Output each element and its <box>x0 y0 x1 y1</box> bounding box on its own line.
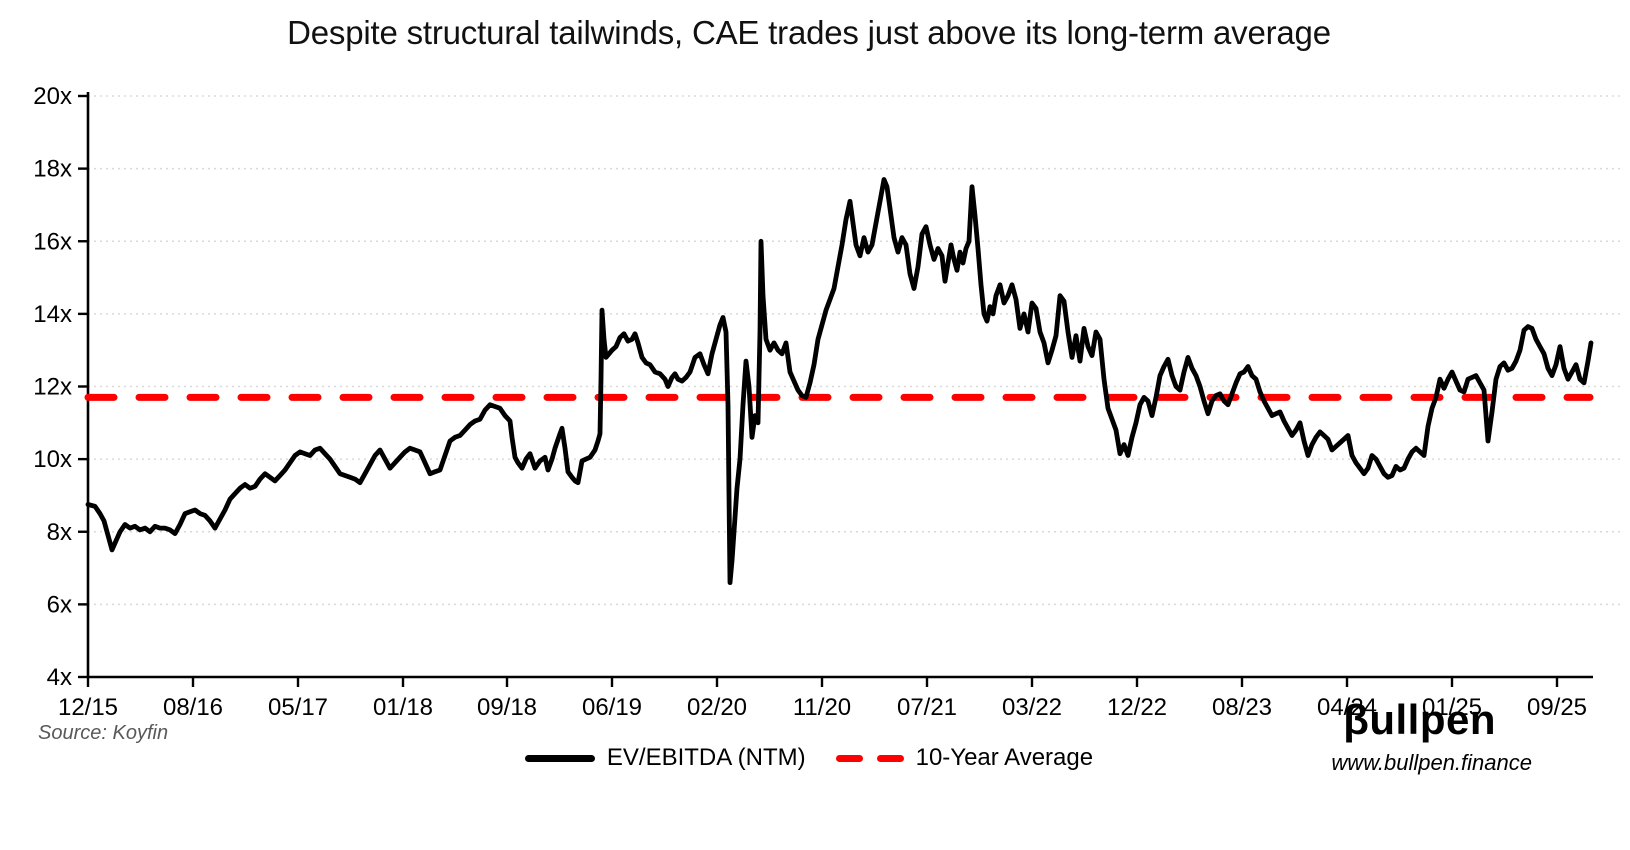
y-axis-label: 16x <box>33 228 72 255</box>
y-axis-label: 14x <box>33 301 72 328</box>
legend-label-average: 10-Year Average <box>915 744 1094 771</box>
x-axis-label: 09/18 <box>477 694 537 721</box>
legend-item-average: 10-Year Average <box>835 744 1094 772</box>
brand-block: βullpen www.bullpen.finance <box>1331 696 1532 776</box>
x-axis-label: 11/20 <box>793 694 851 721</box>
x-axis-label: 08/16 <box>163 694 223 721</box>
x-axis-label: 01/25 <box>1422 694 1482 721</box>
x-axis-label: 07/21 <box>897 694 957 721</box>
x-axis-label: 01/18 <box>373 694 433 721</box>
x-axis-label: 12/22 <box>1107 694 1167 721</box>
x-axis-label: 08/23 <box>1212 694 1272 721</box>
x-axis-label: 09/25 <box>1527 694 1587 721</box>
chart-legend: EV/EBITDA (NTM) 10-Year Average <box>0 744 1618 772</box>
ev-ebitda-line <box>85 177 1594 585</box>
source-attribution: Source: Koyfin <box>38 722 169 744</box>
x-axis-label: 06/19 <box>582 694 642 721</box>
y-axis-label: 20x <box>33 83 72 110</box>
x-axis-label: 03/22 <box>1002 694 1062 721</box>
y-axis-label: 4x <box>47 664 72 691</box>
x-axis-label: 02/20 <box>687 694 747 721</box>
dash-segment <box>835 754 863 762</box>
dash-segment <box>876 754 904 762</box>
y-axis-label: 8x <box>47 519 72 546</box>
x-axis-label: 12/15 <box>58 694 118 721</box>
dashed-line-swatch-icon <box>835 754 904 762</box>
x-axis-label: 04/24 <box>1317 694 1377 721</box>
solid-line-swatch-icon <box>524 754 595 762</box>
y-axis-label: 6x <box>47 591 72 618</box>
brand-url: www.bullpen.finance <box>1331 750 1532 775</box>
y-axis-label: 12x <box>33 374 72 401</box>
bullpen-logo: βullpen <box>1343 696 1496 743</box>
legend-item-ev-ebitda: EV/EBITDA (NTM) <box>524 744 806 772</box>
chart-title: Despite structural tailwinds, CAE trades… <box>287 14 1331 51</box>
y-axis-label: 18x <box>33 156 72 183</box>
x-axis-label: 05/17 <box>268 694 328 721</box>
y-axis-label: 10x <box>33 446 72 473</box>
legend-label-ev-ebitda: EV/EBITDA (NTM) <box>606 744 806 771</box>
